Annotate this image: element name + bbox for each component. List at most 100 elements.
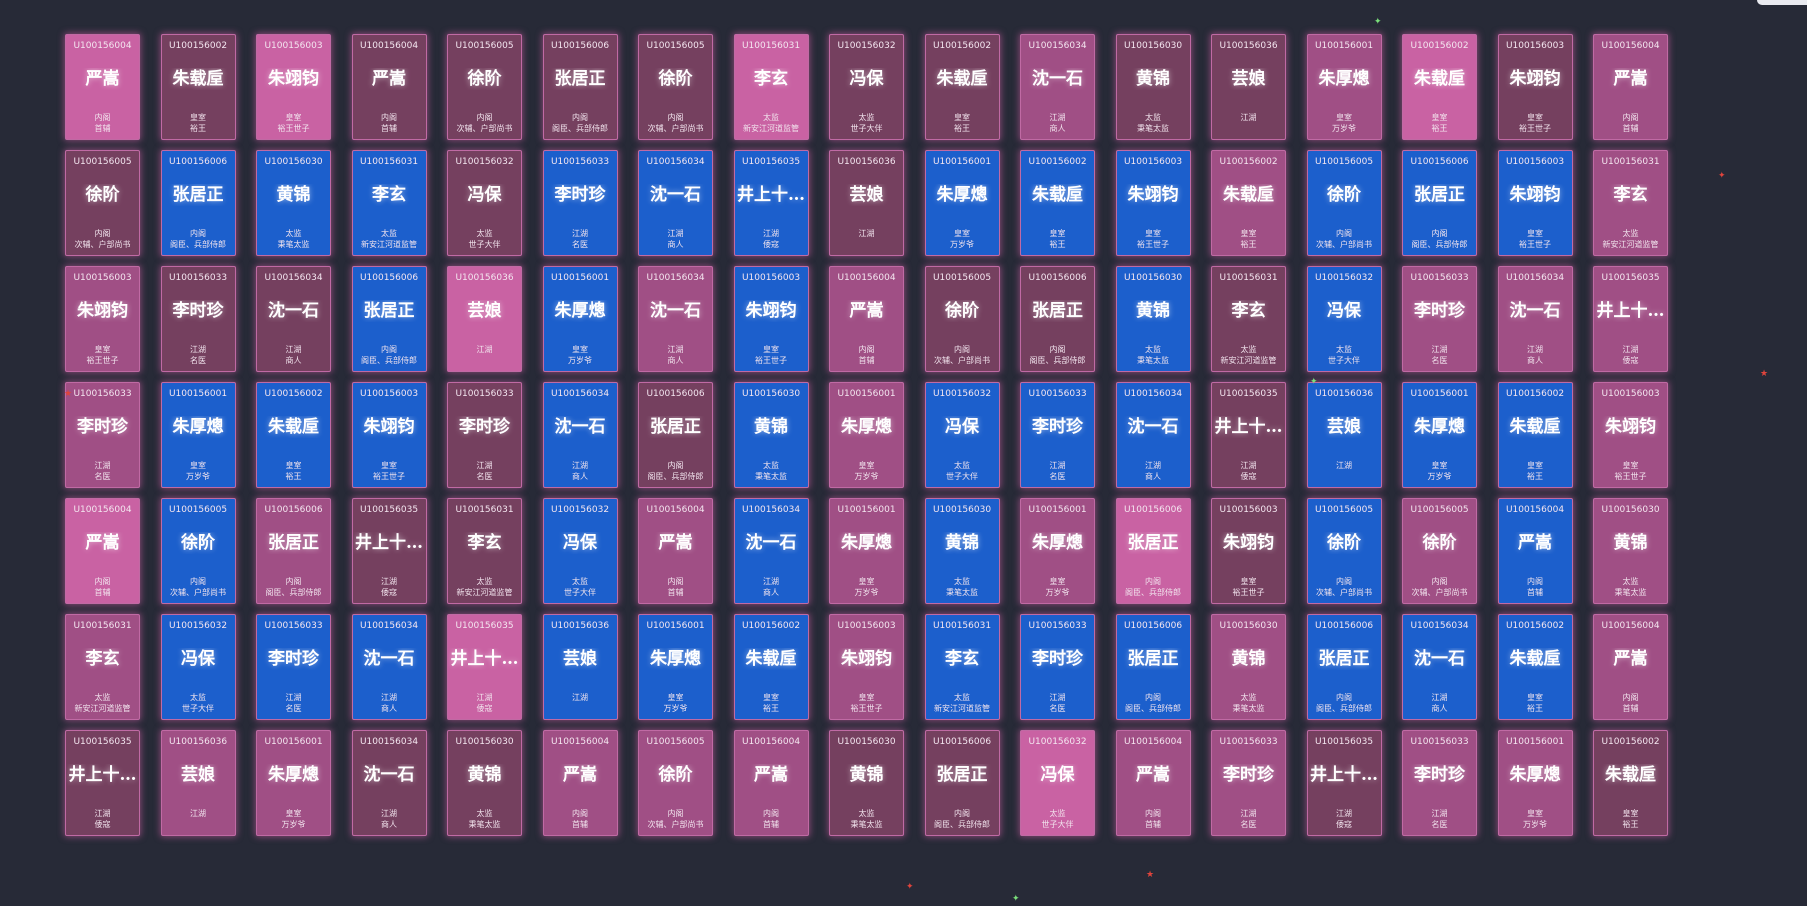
character-card[interactable]: U100156006 张居正 内阁 阁臣、兵部侍郎	[256, 498, 331, 604]
character-card[interactable]: U100156006 张居正 内阁 阁臣、兵部侍郎	[1020, 266, 1095, 372]
character-card[interactable]: U100156005 徐阶 内阁 次辅、户部尚书	[1402, 498, 1477, 604]
character-card[interactable]: U100156001 朱厚熜 皇室 万岁爷	[1497, 730, 1573, 836]
character-card[interactable]: U100156005 徐阶 内阁 次辅、户部尚书	[65, 150, 140, 256]
character-card[interactable]: U100156004 严嵩 内阁 首辅	[1115, 730, 1191, 836]
character-card[interactable]: U100156003 朱翊钧 皇室 裕王世子	[351, 382, 427, 488]
character-card[interactable]: U100156034 沈一石 江湖 商人	[733, 498, 809, 604]
character-card[interactable]: U100156002 朱载垕 皇室 裕王	[160, 34, 236, 140]
character-card[interactable]: U100156005 徐阶 内阁 次辅、户部尚书	[638, 34, 713, 140]
character-card[interactable]: U100156002 朱载垕 皇室 裕王	[1497, 382, 1573, 488]
character-card[interactable]: U100156001 朱厚熜 皇室 万岁爷	[542, 266, 618, 372]
character-card[interactable]: U100156033 李时珍 江湖 名医	[1020, 614, 1095, 720]
character-card[interactable]: U100156031 李玄 太监 新安江河道监管	[351, 150, 427, 256]
character-card[interactable]: U100156033 李时珍 江湖 名医	[447, 382, 522, 488]
character-card[interactable]: U100156001 朱厚熜 皇室 万岁爷	[160, 382, 236, 488]
character-card[interactable]: U100156004 严嵩 内阁 首辅	[1593, 614, 1668, 720]
character-card[interactable]: U100156036 芸娘 江湖	[542, 614, 618, 720]
character-card[interactable]: U100156034 沈一石 江湖 商人	[638, 150, 713, 256]
character-card[interactable]: U100156003 朱翊钧 皇室 裕王世子	[733, 266, 809, 372]
character-card[interactable]: U100156034 沈一石 江湖 商人	[1020, 34, 1095, 140]
character-card[interactable]: U100156004 严嵩 内阁 首辅	[65, 498, 140, 604]
character-card[interactable]: U100156002 朱载垕 皇室 裕王	[733, 614, 809, 720]
character-card[interactable]: U100156003 朱翊钧 皇室 裕王世子	[1211, 498, 1286, 604]
character-card[interactable]: U100156002 朱载垕 皇室 裕王	[1593, 730, 1668, 836]
character-card[interactable]: U100156032 冯保 太监 世子大伴	[1306, 266, 1382, 372]
character-card[interactable]: U100156035 井上十… 江湖 倭寇	[65, 730, 140, 836]
character-card[interactable]: U100156003 朱翊钧 皇室 裕王世子	[1497, 34, 1573, 140]
character-card[interactable]: U100156034 沈一石 江湖 商人	[256, 266, 331, 372]
character-card[interactable]: U100156006 张居正 内阁 阁臣、兵部侍郎	[1306, 614, 1382, 720]
character-card[interactable]: U100156003 朱翊钧 皇室 裕王世子	[1497, 150, 1573, 256]
character-card[interactable]: U100156001 朱厚熜 皇室 万岁爷	[829, 498, 904, 604]
character-card[interactable]: U100156005 徐阶 内阁 次辅、户部尚书	[447, 34, 522, 140]
character-card[interactable]: U100156031 李玄 太监 新安江河道监管	[65, 614, 140, 720]
character-card[interactable]: U100156036 芸娘 江湖	[1211, 34, 1286, 140]
character-card[interactable]: U100156034 沈一石 江湖 商人	[351, 730, 427, 836]
character-card[interactable]: U100156004 严嵩 内阁 首辅	[1497, 498, 1573, 604]
character-card[interactable]: U100156001 朱厚熜 皇室 万岁爷	[1306, 34, 1382, 140]
character-card[interactable]: U100156032 冯保 太监 世子大伴	[542, 498, 618, 604]
character-card[interactable]: U100156002 朱载垕 皇室 裕王	[256, 382, 331, 488]
character-card[interactable]: U100156003 朱翊钧 皇室 裕王世子	[1593, 382, 1668, 488]
character-card[interactable]: U100156036 芸娘 江湖	[447, 266, 522, 372]
character-card[interactable]: U100156032 冯保 太监 世子大伴	[1020, 730, 1095, 836]
character-card[interactable]: U100156001 朱厚熜 皇室 万岁爷	[256, 730, 331, 836]
character-card[interactable]: U100156006 张居正 内阁 阁臣、兵部侍郎	[351, 266, 427, 372]
character-card[interactable]: U100156004 严嵩 内阁 首辅	[1593, 34, 1668, 140]
character-card[interactable]: U100156006 张居正 内阁 阁臣、兵部侍郎	[924, 730, 1000, 836]
character-card[interactable]: U100156034 沈一石 江湖 商人	[351, 614, 427, 720]
character-card[interactable]: U100156003 朱翊钧 皇室 裕王世子	[829, 614, 904, 720]
character-card[interactable]: U100156006 张居正 内阁 阁臣、兵部侍郎	[1115, 498, 1191, 604]
character-card[interactable]: U100156001 朱厚熜 皇室 万岁爷	[1020, 498, 1095, 604]
character-card[interactable]: U100156035 井上十… 江湖 倭寇	[1211, 382, 1286, 488]
character-card[interactable]: U100156006 张居正 内阁 阁臣、兵部侍郎	[1115, 614, 1191, 720]
character-card[interactable]: U100156001 朱厚熜 皇室 万岁爷	[829, 382, 904, 488]
character-card[interactable]: U100156031 李玄 太监 新安江河道监管	[447, 498, 522, 604]
character-card[interactable]: U100156035 井上十… 江湖 倭寇	[733, 150, 809, 256]
character-card[interactable]: U100156003 朱翊钧 皇室 裕王世子	[1115, 150, 1191, 256]
character-card[interactable]: U100156035 井上十… 江湖 倭寇	[351, 498, 427, 604]
character-card[interactable]: U100156035 井上十… 江湖 倭寇	[447, 614, 522, 720]
character-card[interactable]: U100156034 沈一石 江湖 商人	[1115, 382, 1191, 488]
character-card[interactable]: U100156004 严嵩 内阁 首辅	[638, 498, 713, 604]
character-card[interactable]: U100156005 徐阶 内阁 次辅、户部尚书	[638, 730, 713, 836]
character-card[interactable]: U100156004 严嵩 内阁 首辅	[829, 266, 904, 372]
character-card[interactable]: U100156005 徐阶 内阁 次辅、户部尚书	[1306, 150, 1382, 256]
character-card[interactable]: U100156036 芸娘 江湖	[829, 150, 904, 256]
character-card[interactable]: U100156031 李玄 太监 新安江河道监管	[1211, 266, 1286, 372]
character-card[interactable]: U100156030 黄锦 太监 秉笔太监	[1115, 34, 1191, 140]
character-card[interactable]: U100156006 张居正 内阁 阁臣、兵部侍郎	[1402, 150, 1477, 256]
character-card[interactable]: U100156031 李玄 太监 新安江河道监管	[924, 614, 1000, 720]
character-card[interactable]: U100156031 李玄 太监 新安江河道监管	[1593, 150, 1668, 256]
character-card[interactable]: U100156030 黄锦 太监 秉笔太监	[1593, 498, 1668, 604]
character-card[interactable]: U100156030 黄锦 太监 秉笔太监	[256, 150, 331, 256]
character-card[interactable]: U100156032 冯保 太监 世子大伴	[160, 614, 236, 720]
character-card[interactable]: U100156030 黄锦 太监 秉笔太监	[733, 382, 809, 488]
character-card[interactable]: U100156005 徐阶 内阁 次辅、户部尚书	[924, 266, 1000, 372]
character-card[interactable]: U100156032 冯保 太监 世子大伴	[924, 382, 1000, 488]
character-card[interactable]: U100156003 朱翊钧 皇室 裕王世子	[65, 266, 140, 372]
character-card[interactable]: U100156005 徐阶 内阁 次辅、户部尚书	[1306, 498, 1382, 604]
character-card[interactable]: U100156031 李玄 太监 新安江河道监管	[733, 34, 809, 140]
character-card[interactable]: U100156033 李时珍 江湖 名医	[1020, 382, 1095, 488]
character-card[interactable]: U100156032 冯保 太监 世子大伴	[829, 34, 904, 140]
character-card[interactable]: U100156030 黄锦 太监 秉笔太监	[1211, 614, 1286, 720]
character-card[interactable]: U100156032 冯保 太监 世子大伴	[447, 150, 522, 256]
character-card[interactable]: U100156036 芸娘 江湖	[1306, 382, 1382, 488]
character-card[interactable]: U100156002 朱载垕 皇室 裕王	[924, 34, 1000, 140]
character-card[interactable]: U100156001 朱厚熜 皇室 万岁爷	[924, 150, 1000, 256]
character-card[interactable]: U100156002 朱载垕 皇室 裕王	[1211, 150, 1286, 256]
character-card[interactable]: U100156003 朱翊钧 皇室 裕王世子	[256, 34, 331, 140]
character-card[interactable]: U100156002 朱载垕 皇室 裕王	[1497, 614, 1573, 720]
character-card[interactable]: U100156004 严嵩 内阁 首辅	[65, 34, 140, 140]
character-card[interactable]: U100156033 李时珍 江湖 名医	[160, 266, 236, 372]
character-card[interactable]: U100156030 黄锦 太监 秉笔太监	[924, 498, 1000, 604]
character-card[interactable]: U100156001 朱厚熜 皇室 万岁爷	[638, 614, 713, 720]
character-card[interactable]: U100156006 张居正 内阁 阁臣、兵部侍郎	[160, 150, 236, 256]
character-card[interactable]: U100156002 朱载垕 皇室 裕王	[1020, 150, 1095, 256]
character-card[interactable]: U100156002 朱载垕 皇室 裕王	[1402, 34, 1477, 140]
character-card[interactable]: U100156030 黄锦 太监 秉笔太监	[1115, 266, 1191, 372]
character-card[interactable]: U100156034 沈一石 江湖 商人	[1402, 614, 1477, 720]
character-card[interactable]: U100156033 李时珍 江湖 名医	[1402, 730, 1477, 836]
character-card[interactable]: U100156001 朱厚熜 皇室 万岁爷	[1402, 382, 1477, 488]
